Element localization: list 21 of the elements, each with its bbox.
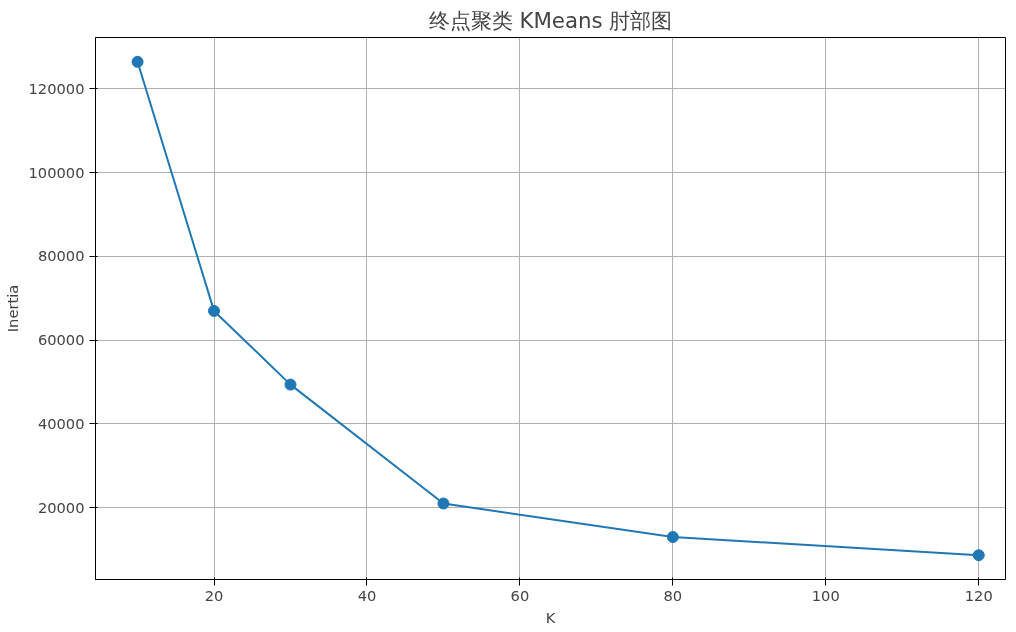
y-tick-label: 20000: [37, 498, 85, 516]
x-tick-label: 60: [510, 586, 530, 604]
point: [284, 378, 297, 391]
x-tick-label: 120: [964, 586, 993, 604]
x-tick-label: 100: [811, 586, 840, 604]
point: [131, 55, 144, 68]
y-tick-label: 80000: [37, 247, 85, 265]
point: [208, 304, 221, 317]
y-axis-title: Inertia: [3, 284, 21, 333]
x-tick-label: 20: [204, 586, 224, 604]
y-tick-label: 60000: [37, 331, 85, 349]
y-tick-label: 120000: [28, 80, 85, 97]
x-tick-label: 40: [357, 586, 377, 604]
y-tick-label: 40000: [37, 414, 85, 432]
y-tick-label: 100000: [28, 163, 85, 181]
point: [666, 531, 679, 543]
x-tick-label: 80: [663, 586, 683, 604]
chart-title: 终点聚类 KMeans 肘部图: [428, 7, 673, 33]
point: [437, 497, 450, 510]
x-axis-title: K: [545, 608, 556, 626]
point: [972, 549, 985, 562]
